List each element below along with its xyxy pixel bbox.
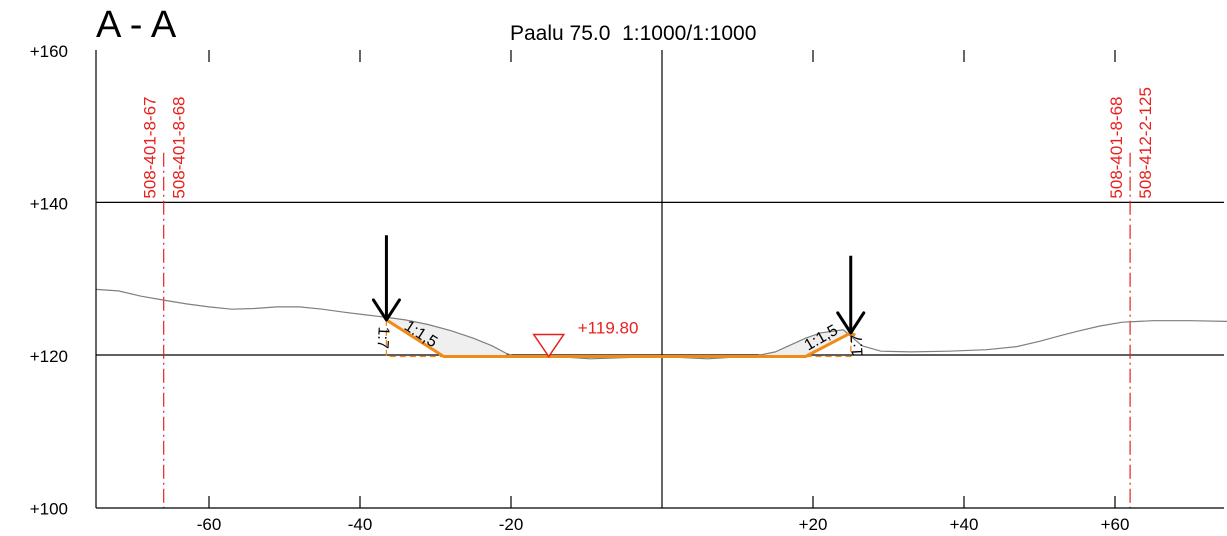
grid <box>96 50 1224 508</box>
y-tick-label: +120 <box>30 347 68 366</box>
property-boundaries: 508-401-8-67 508-401-8-68 508-401-8-68 508-… <box>141 87 1155 508</box>
chainage-scale-header: Paalu 75.0 1:1000/1:1000 <box>510 22 757 45</box>
x-tick-label: +20 <box>799 515 828 534</box>
x-tick-label: -20 <box>499 515 524 534</box>
property-id-label: 508-401-8-68 <box>1107 97 1126 199</box>
arrow-head <box>836 311 866 335</box>
terrain-line <box>95 288 1227 360</box>
x-tick-label: -40 <box>348 515 373 534</box>
x-tick-label: +60 <box>1101 515 1130 534</box>
design-profile <box>385 318 852 358</box>
water-level-symbol <box>532 333 566 358</box>
design-layer <box>385 318 856 358</box>
y-tick-label: +160 <box>30 42 68 61</box>
dashed-outline <box>385 319 444 358</box>
dashed-outline <box>805 332 852 358</box>
fill-area <box>386 319 507 357</box>
property-id-label: 508-412-2-125 <box>1136 87 1155 199</box>
slope-label: 1:7 <box>849 334 867 357</box>
property-id-label: 508-401-8-68 <box>170 97 189 199</box>
axes: +100 +120 +140 +160 -60 -40 -20 +20 +40 +60 <box>30 42 1224 534</box>
water-level-label: +119.80 <box>578 319 639 338</box>
section-title: A - A <box>96 4 177 46</box>
y-tick-label: +100 <box>30 500 68 519</box>
x-tick-label: +40 <box>950 515 979 534</box>
slope-label: 1:7 <box>374 326 392 349</box>
arrow-head <box>371 298 401 322</box>
terrain-layer <box>95 288 1227 360</box>
y-tick-label: +140 <box>30 194 68 213</box>
x-tick-label: -60 <box>197 515 222 534</box>
property-id-label: 508-401-8-67 <box>141 97 160 199</box>
